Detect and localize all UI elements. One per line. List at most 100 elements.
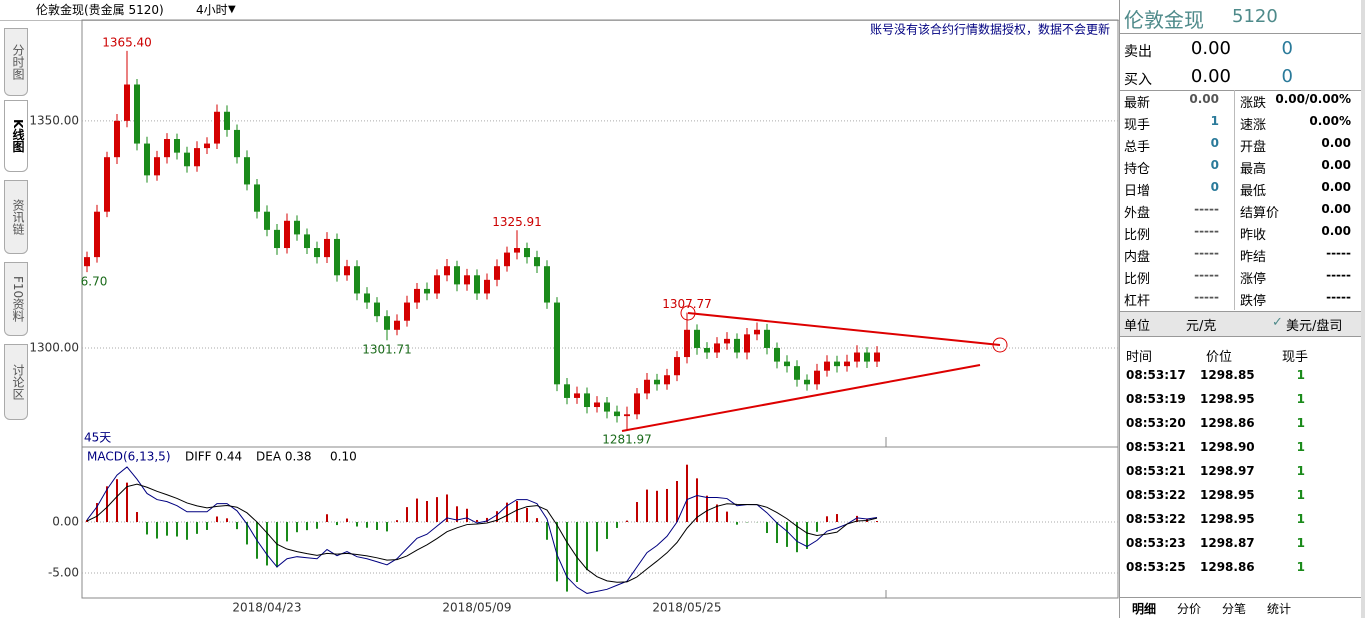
candle-body bbox=[534, 257, 540, 267]
quote-value: 0 bbox=[1210, 158, 1219, 172]
candle-body bbox=[414, 288, 420, 303]
quote-label: 昨结 bbox=[1240, 250, 1267, 265]
candle-body bbox=[824, 361, 830, 371]
candle-body bbox=[394, 320, 400, 330]
quote-value: 0 bbox=[1210, 136, 1219, 150]
candle-body bbox=[184, 152, 190, 167]
candle-body bbox=[754, 329, 760, 335]
candle-body bbox=[844, 361, 850, 367]
trade-volume: 1 bbox=[1296, 560, 1305, 574]
candle-body bbox=[514, 248, 520, 253]
quote-label: 跌停 bbox=[1240, 294, 1267, 309]
candle-body bbox=[464, 275, 470, 285]
quote-value: 0.00 bbox=[1321, 180, 1351, 194]
candle-body bbox=[134, 84, 140, 144]
y-tick-label: -5.00 bbox=[48, 566, 79, 580]
notice: 账号没有该合约行情数据授权，数据不会更新 bbox=[870, 22, 1110, 37]
candle-body bbox=[204, 143, 210, 149]
period-select[interactable]: 4小时 bbox=[196, 3, 228, 17]
candle-body bbox=[254, 184, 260, 212]
candle-body bbox=[124, 84, 130, 121]
candle-body bbox=[524, 248, 530, 258]
quote-value: 0.00 bbox=[1321, 158, 1351, 172]
trade-time: 08:53:23 bbox=[1126, 536, 1186, 550]
candle-body bbox=[674, 357, 680, 376]
trade-time: 08:53:22 bbox=[1126, 512, 1186, 526]
candle-body bbox=[144, 143, 150, 176]
side-tab[interactable]: 讨论区 bbox=[4, 344, 28, 420]
range-label: 45天 bbox=[84, 431, 111, 445]
trade-price: 1298.90 bbox=[1200, 440, 1255, 454]
bottom-tab[interactable]: 分价 bbox=[1177, 602, 1202, 616]
bottom-tab[interactable]: 统计 bbox=[1267, 602, 1292, 616]
candle-body bbox=[174, 139, 180, 153]
quote-value: ----- bbox=[1326, 268, 1351, 282]
trade-volume: 1 bbox=[1296, 392, 1305, 406]
trades-header: 价位 bbox=[1206, 350, 1233, 365]
candle-body bbox=[804, 379, 810, 385]
buy-volume: 0 bbox=[1281, 66, 1293, 87]
candle-body bbox=[574, 393, 580, 398]
check-icon[interactable]: ✓ bbox=[1272, 315, 1283, 330]
quote-label: 内盘 bbox=[1124, 250, 1151, 265]
alt-unit[interactable]: 美元/盘司 bbox=[1286, 319, 1343, 334]
quote-label: 速涨 bbox=[1240, 118, 1267, 133]
candle-body bbox=[304, 234, 310, 249]
extreme-label: 1281.97 bbox=[602, 432, 652, 446]
side-tab[interactable]: 分时图 bbox=[4, 28, 28, 96]
candle-body bbox=[784, 361, 790, 367]
candle-body bbox=[114, 120, 120, 158]
candle-body bbox=[714, 343, 720, 353]
side-tab[interactable]: F10资料 bbox=[4, 262, 28, 336]
divider bbox=[1120, 597, 1362, 598]
candle-body bbox=[724, 338, 730, 344]
quote-label: 涨停 bbox=[1240, 272, 1267, 287]
unit-bar bbox=[1120, 311, 1362, 337]
instrument-name: 伦敦金现 bbox=[1124, 8, 1204, 32]
quote-value: 0.00 bbox=[1189, 92, 1219, 106]
candle-body bbox=[564, 384, 570, 398]
quote-value: ----- bbox=[1194, 224, 1219, 238]
quote-value: ----- bbox=[1194, 202, 1219, 216]
y-tick-label: 0.00 bbox=[52, 515, 79, 529]
dropdown-icon[interactable]: ▼ bbox=[228, 4, 236, 15]
candle-body bbox=[794, 366, 800, 380]
trade-time: 08:53:25 bbox=[1126, 560, 1186, 574]
candle-body bbox=[384, 316, 390, 330]
side-tab[interactable]: K线图 bbox=[4, 100, 28, 172]
trade-time: 08:53:19 bbox=[1126, 392, 1186, 406]
sell-label: 卖出 bbox=[1124, 44, 1152, 60]
candle-body bbox=[614, 411, 620, 417]
bottom-tab[interactable]: 明细 bbox=[1132, 602, 1157, 616]
candle-body bbox=[684, 329, 690, 358]
instrument-code: 5120 bbox=[1232, 6, 1278, 27]
candle-body bbox=[604, 402, 610, 412]
quote-label: 比例 bbox=[1124, 272, 1151, 287]
side-tab[interactable]: 资讯链 bbox=[4, 180, 28, 254]
trade-volume: 1 bbox=[1296, 464, 1305, 478]
quote-label: 昨收 bbox=[1240, 228, 1267, 243]
quote-label: 日增 bbox=[1124, 184, 1151, 199]
extreme-label: 1325.91 bbox=[492, 215, 542, 229]
candle-body bbox=[364, 293, 370, 303]
quote-value: ----- bbox=[1326, 246, 1351, 260]
trend-line bbox=[621, 364, 981, 432]
candle-body bbox=[494, 266, 500, 280]
trade-volume: 1 bbox=[1296, 512, 1305, 526]
candle-body bbox=[194, 148, 200, 167]
trade-price: 1298.95 bbox=[1200, 512, 1255, 526]
candle-body bbox=[734, 338, 740, 353]
trades-header: 时间 bbox=[1126, 350, 1153, 365]
candle-body bbox=[814, 370, 820, 385]
quote-value: ----- bbox=[1326, 290, 1351, 304]
quote-value: 0.00% bbox=[1309, 114, 1351, 128]
quote-label: 最新 bbox=[1124, 96, 1151, 111]
sell-volume: 0 bbox=[1281, 38, 1293, 59]
candle-body bbox=[764, 329, 770, 348]
candle-body bbox=[664, 375, 670, 385]
bottom-tab[interactable]: 分笔 bbox=[1222, 602, 1247, 616]
candle-body bbox=[454, 266, 460, 285]
dea-line bbox=[86, 483, 878, 583]
candle-body bbox=[434, 275, 440, 294]
divider bbox=[1120, 33, 1362, 34]
